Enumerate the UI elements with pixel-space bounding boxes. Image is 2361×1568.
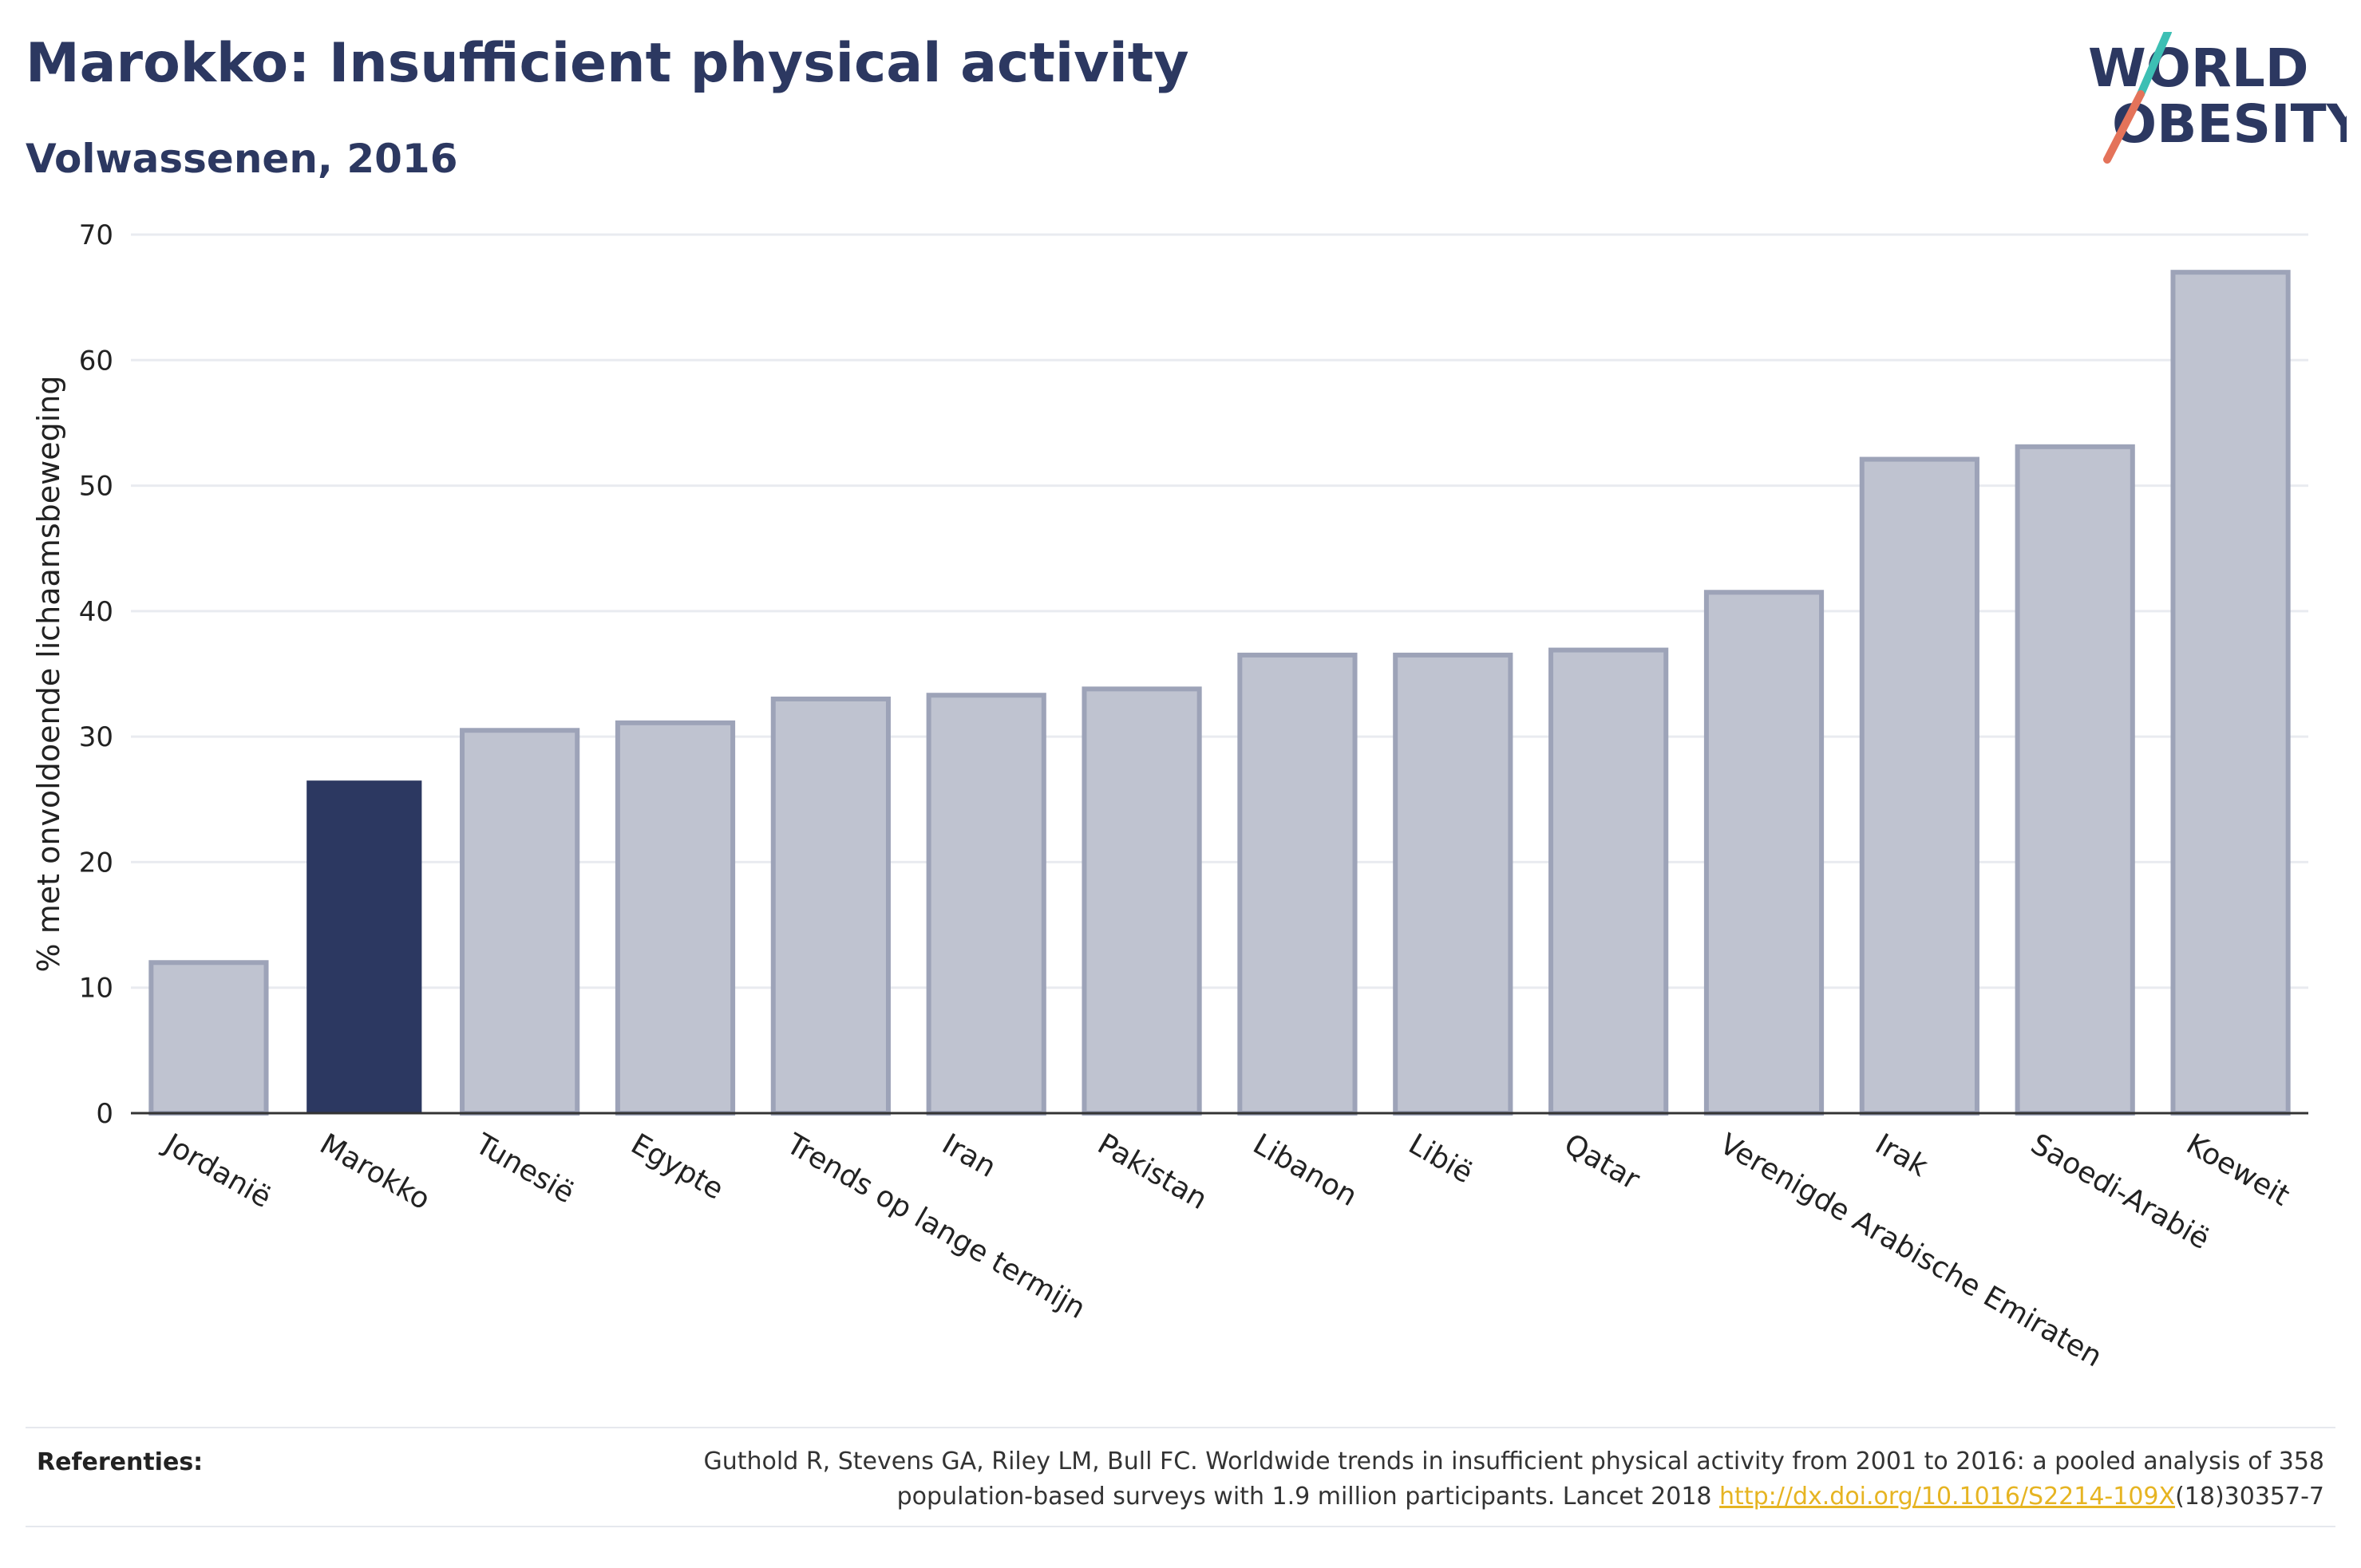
reference-line-2-suffix: (18)30357-7	[2175, 1483, 2324, 1511]
x-tick-label: Marokko	[314, 1128, 436, 1216]
reference-line-2: population-based surveys with 1.9 millio…	[488, 1479, 2324, 1515]
references-label: Referenties:	[37, 1448, 204, 1476]
bar	[1859, 456, 1979, 1116]
x-tick-label: Pakistan	[1092, 1128, 1212, 1216]
reference-line-2-prefix: population-based surveys with 1.9 millio…	[896, 1483, 1720, 1511]
references-text: Guthold R, Stevens GA, Riley LM, Bull FC…	[488, 1444, 2324, 1515]
bar	[1082, 686, 1202, 1116]
y-tick-label: 10	[79, 973, 113, 1005]
y-tick-label: 50	[79, 471, 113, 503]
x-tick-label: Tunesië	[469, 1128, 579, 1211]
bar	[306, 780, 422, 1113]
bar	[926, 693, 1046, 1116]
chart-subtitle: Volwassenen, 2016	[26, 136, 458, 182]
footer-divider-bottom	[26, 1526, 2335, 1527]
y-tick-label: 60	[79, 345, 113, 377]
x-tick-label: Libië	[1403, 1128, 1478, 1190]
bar	[460, 728, 580, 1116]
footer-divider-top	[26, 1427, 2335, 1428]
bar	[1548, 647, 1669, 1116]
bar	[770, 696, 891, 1116]
bar	[1703, 590, 1825, 1116]
bar	[615, 720, 736, 1116]
y-tick-label: 40	[79, 596, 113, 628]
x-tick-label: Koeweit	[2181, 1128, 2295, 1212]
y-tick-label: 0	[96, 1098, 113, 1130]
bar	[148, 960, 269, 1116]
x-tick-label: Libanon	[1248, 1128, 1362, 1213]
logo-text-obesity: OBESITY	[2112, 93, 2347, 155]
y-tick-label: 30	[79, 721, 113, 753]
x-tick-label: Trends op lange termijn	[780, 1128, 1090, 1325]
logo-slash-bottom	[2103, 90, 2145, 164]
bar	[2015, 444, 2135, 1116]
y-tick-label: 70	[79, 219, 113, 251]
y-axis-label: % met onvoldoende lichaamsbeweging	[31, 376, 66, 973]
logo-text-world: WORLD	[2088, 38, 2309, 99]
x-tick-label: Irak	[1869, 1128, 1933, 1183]
chart-title: Marokko: Insufficient physical activity	[26, 32, 1189, 95]
x-tick-label: Jordanië	[157, 1127, 276, 1215]
y-tick-label: 20	[79, 847, 113, 879]
logo-slash-top	[2137, 32, 2172, 98]
x-tick-label: Qatar	[1559, 1128, 1645, 1196]
x-tick-label: Egypte	[626, 1128, 730, 1207]
reference-doi-link[interactable]: http://dx.doi.org/10.1016/S2214-109X	[1719, 1483, 2176, 1511]
x-tick-label: Iran	[936, 1128, 1001, 1184]
world-obesity-logo: WORLD OBESITY	[2088, 32, 2347, 164]
bar	[1237, 652, 1358, 1116]
bar	[2170, 270, 2291, 1116]
reference-line-1: Guthold R, Stevens GA, Riley LM, Bull FC…	[703, 1448, 2324, 1475]
bar	[1393, 652, 1513, 1116]
